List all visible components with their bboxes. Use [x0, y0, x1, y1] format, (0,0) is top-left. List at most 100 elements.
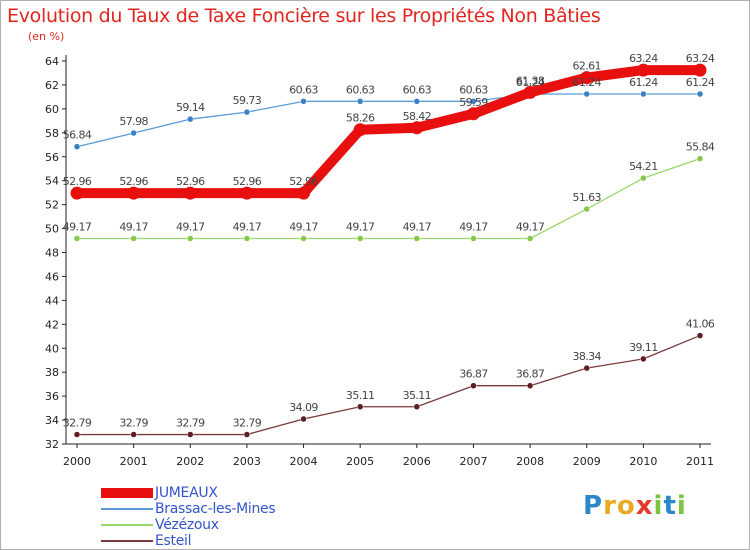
data-point-jumeaux [466, 107, 480, 121]
data-point-jumeaux [523, 85, 537, 99]
logo-letter: P [583, 491, 604, 521]
data-label-esteil: 32.79 [119, 417, 148, 430]
data-label-jumeaux: 58.42 [403, 110, 432, 123]
series-line-jumeaux [72, 65, 705, 199]
data-point-brassac-les-mines [243, 108, 251, 116]
data-label-jumeaux: 52.96 [233, 175, 262, 188]
data-label-brassac-les-mines: 60.63 [289, 83, 318, 96]
data-point-brassac-les-mines [73, 143, 81, 150]
data-point-vezezoux [526, 235, 534, 242]
data-label-brassac-les-mines: 61.24 [572, 76, 601, 89]
series-line-brassac-les-mines [76, 93, 701, 148]
data-label-brassac-les-mines: 61.24 [686, 76, 715, 89]
data-point-jumeaux [693, 63, 707, 77]
data-label-esteil: 39.11 [629, 341, 658, 354]
x-tick-label: 2001 [120, 455, 148, 468]
y-tick-label: 52 [45, 199, 59, 212]
data-label-jumeaux: 52.96 [289, 175, 318, 188]
data-point-brassac-les-mines [696, 90, 704, 98]
logo-letter: t [663, 491, 677, 521]
x-tick-label: 2005 [346, 455, 374, 468]
y-tick-label: 34 [45, 414, 59, 427]
legend-swatch [101, 524, 153, 526]
data-point-brassac-les-mines [130, 129, 137, 137]
y-tick-label: 56 [45, 151, 59, 164]
x-tick-label: 2006 [403, 455, 431, 468]
data-point-esteil [187, 431, 194, 438]
data-label-vezezoux: 49.17 [233, 220, 262, 233]
data-label-jumeaux: 52.96 [176, 175, 205, 188]
data-label-vezezoux: 55.84 [686, 141, 715, 154]
y-tick-label: 48 [45, 247, 59, 260]
data-label-esteil: 35.11 [346, 389, 375, 402]
y-tick-label: 64 [45, 55, 59, 68]
data-point-brassac-les-mines [583, 90, 590, 98]
x-tick-label: 2007 [459, 455, 487, 468]
data-point-vezezoux [73, 235, 81, 242]
y-tick-label: 38 [45, 366, 59, 379]
x-tick-label: 2010 [629, 455, 657, 468]
data-label-vezezoux: 49.17 [516, 220, 545, 233]
data-label-esteil: 35.11 [403, 389, 432, 402]
logo-letter: r [603, 491, 617, 521]
data-label-jumeaux: 58.26 [346, 112, 375, 125]
data-label-jumeaux: 61.38 [516, 74, 545, 87]
data-label-brassac-les-mines: 60.63 [403, 83, 432, 96]
x-tick-label: 2000 [63, 455, 91, 468]
unit-label: (en %) [28, 30, 65, 43]
data-point-jumeaux [127, 186, 141, 200]
y-tick-label: 60 [45, 103, 59, 116]
data-label-vezezoux: 51.63 [572, 191, 601, 204]
data-label-brassac-les-mines: 56.84 [63, 129, 92, 142]
data-point-esteil [130, 431, 137, 438]
data-label-esteil: 32.79 [176, 417, 205, 430]
data-point-brassac-les-mines [470, 98, 477, 105]
data-label-esteil: 34.09 [289, 401, 318, 414]
data-point-esteil [300, 415, 307, 423]
x-tick-label: 2004 [290, 455, 318, 468]
logo-letter: o [616, 491, 636, 521]
data-label-esteil: 32.79 [233, 417, 262, 430]
data-point-vezezoux [470, 235, 477, 242]
y-tick-label: 62 [45, 79, 59, 92]
data-point-esteil [243, 431, 251, 438]
data-label-brassac-les-mines: 57.98 [119, 115, 148, 128]
data-label-brassac-les-mines: 60.63 [346, 83, 375, 96]
legend-swatch [101, 508, 153, 510]
data-label-brassac-les-mines: 61.24 [629, 76, 658, 89]
data-point-esteil [696, 332, 704, 339]
legend-swatch [101, 540, 153, 542]
y-tick-label: 58 [45, 127, 59, 140]
x-tick-label: 2002 [176, 455, 204, 468]
data-label-esteil: 36.87 [516, 368, 545, 381]
data-point-vezezoux [243, 235, 251, 242]
data-point-jumeaux [297, 186, 311, 200]
y-tick-label: 54 [45, 175, 59, 188]
x-tick-label: 2003 [233, 455, 261, 468]
data-point-vezezoux [583, 205, 590, 213]
legend-label: Esteil [155, 533, 192, 549]
data-label-esteil: 32.79 [63, 417, 92, 430]
data-label-jumeaux: 59.59 [459, 96, 488, 109]
data-label-jumeaux: 52.96 [119, 175, 148, 188]
data-label-esteil: 41.06 [686, 318, 715, 331]
data-label-vezezoux: 49.17 [459, 220, 488, 233]
data-label-jumeaux: 63.24 [686, 52, 715, 65]
proxiti-logo: Proxiti [583, 491, 693, 523]
data-point-brassac-les-mines [187, 115, 194, 123]
data-label-vezezoux: 49.17 [346, 220, 375, 233]
y-tick-label: 44 [45, 294, 59, 307]
data-label-vezezoux: 49.17 [119, 220, 148, 233]
y-tick-label: 46 [45, 270, 59, 283]
data-point-esteil [583, 364, 590, 372]
data-point-vezezoux [130, 235, 137, 242]
data-point-vezezoux [696, 155, 704, 162]
series-line-esteil [76, 334, 701, 436]
logo-letter: x [635, 491, 654, 521]
data-label-vezezoux: 49.17 [176, 220, 205, 233]
x-tick-label: 2009 [573, 455, 601, 468]
data-label-vezezoux: 49.17 [403, 220, 432, 233]
data-point-esteil [73, 431, 81, 438]
